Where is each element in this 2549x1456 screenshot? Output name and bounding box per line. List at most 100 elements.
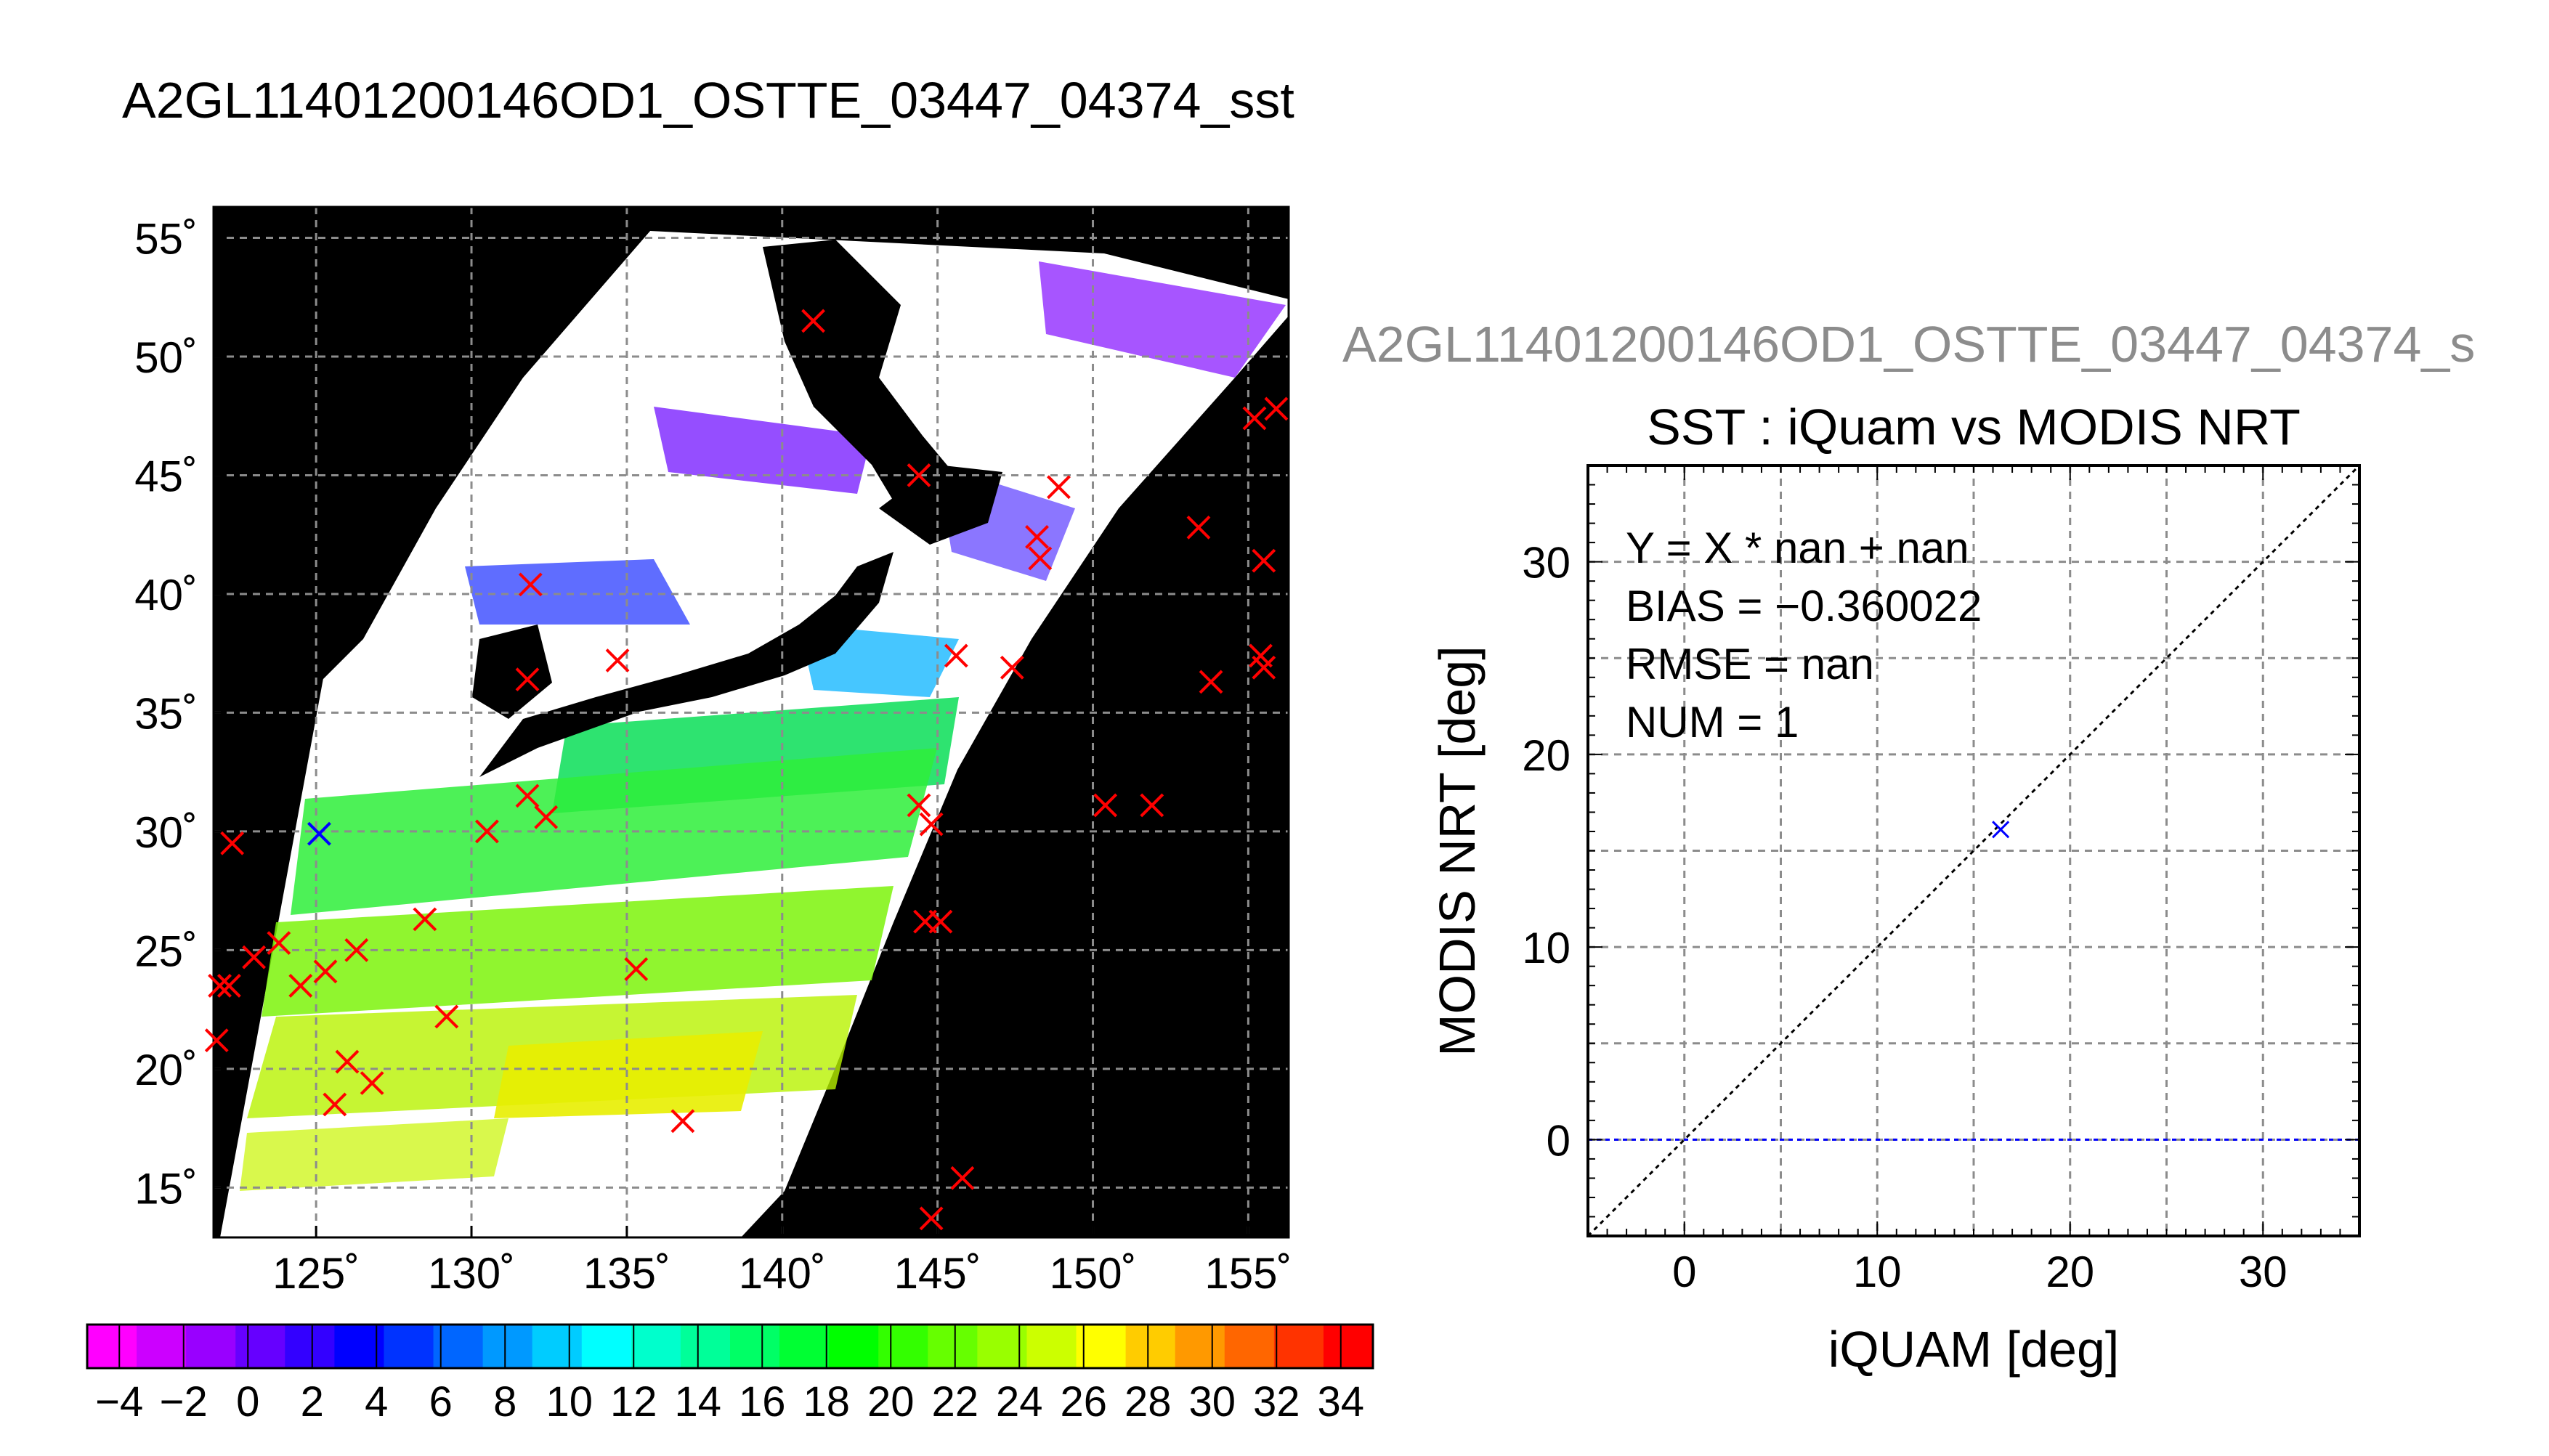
land-masses — [214, 207, 1002, 944]
colorbar-segment — [1175, 1325, 1225, 1368]
buoy-marker-stroke — [670, 1109, 695, 1134]
scatter-plot: 0 10 20 30 0 10 20 30 Y = X * nan + nan BIAS = … — [1522, 464, 2361, 1296]
sst-map: 125˚ 130˚ 135˚ 140˚ 145˚ 150˚ 155˚ 15˚ 20˚ 25˚ 30… — [134, 206, 1292, 1298]
colorbar-tick-label: 2 — [301, 1378, 324, 1426]
colorbar-segment — [1026, 1325, 1077, 1368]
buoy-marker-stroke — [1264, 396, 1289, 421]
colorbar-tick-label: 6 — [429, 1378, 453, 1426]
buoy-marker — [1242, 406, 1267, 431]
buoy-marker — [1199, 670, 1223, 694]
buoy-marker-stroke — [288, 974, 313, 998]
buoy-marker — [413, 907, 437, 932]
buoy-marker — [928, 909, 953, 934]
buoy-marker-stroke — [1028, 546, 1053, 571]
buoy-marker-stroke — [605, 648, 630, 672]
identity-line — [1588, 465, 2359, 1236]
buoy-marker-stroke — [220, 831, 245, 855]
scatter-x-tick-label: 30 — [2239, 1248, 2287, 1296]
colorbar-segment — [680, 1325, 731, 1368]
buoy-marker — [1252, 655, 1276, 680]
colorbar-tick-label: 18 — [803, 1378, 850, 1426]
sst-color-patches — [240, 261, 1286, 1191]
buoy-marker — [208, 974, 232, 998]
buoy-marker — [605, 648, 630, 672]
buoy-marker — [1000, 655, 1024, 680]
buoy-marker-stroke — [907, 793, 931, 818]
map-frame — [212, 206, 1290, 1239]
buoy-marker — [801, 309, 825, 333]
scatter-title: SST : iQuam vs MODIS NRT — [1647, 399, 2301, 455]
buoy-marker-stroke — [413, 907, 437, 932]
scatter-y-axis-label: MODIS NRT [deg] — [1429, 646, 1486, 1056]
buoy-marker — [434, 1004, 459, 1029]
lat-tick-label: 20˚ — [134, 1046, 198, 1094]
scatter-granule-header: A2GL11401200146OD1_OSTTE_03447_04374_s — [1342, 316, 2475, 373]
buoy-marker — [1025, 525, 1049, 549]
buoy-marker — [950, 1166, 975, 1190]
colorbar-segment — [631, 1325, 681, 1368]
buoy-marker — [313, 959, 338, 984]
colorbar-tick-label: 0 — [236, 1378, 259, 1426]
scatter-y-tick-labels: 0 10 20 30 — [1522, 539, 1571, 1166]
scatter-x-axis-label: iQUAM [deg] — [1828, 1321, 2120, 1378]
buoy-marker — [515, 784, 540, 808]
stats-annotation: RMSE = nan — [1626, 640, 1874, 688]
buoy-marker — [624, 957, 649, 981]
scatter-x-tick-label: 0 — [1672, 1248, 1696, 1296]
lon-tick-label: 145˚ — [894, 1249, 981, 1298]
colorbar-segment — [1125, 1325, 1176, 1368]
scatter-x-tick-label: 20 — [2046, 1248, 2094, 1296]
buoy-marker-stroke — [919, 812, 944, 837]
colorbar-tick-label: 22 — [931, 1378, 978, 1426]
colorbar-segment — [779, 1325, 830, 1368]
colorbar-segment — [532, 1325, 583, 1368]
buoy-marker-stroke — [434, 1004, 459, 1029]
buoy-marker-stroke — [944, 643, 968, 668]
buoy-marker-stroke — [624, 957, 649, 981]
buoy-marker-stroke — [204, 1028, 229, 1053]
buoy-markers — [204, 309, 1289, 1231]
colorbar-segment — [482, 1325, 533, 1368]
colorbar-frame — [86, 1323, 1374, 1370]
buoy-marker — [944, 643, 968, 668]
colorbar-tick-label: 16 — [739, 1378, 786, 1426]
colorbar-segment — [878, 1325, 928, 1368]
buoy-marker — [515, 667, 540, 692]
buoy-marker-stroke — [907, 463, 931, 487]
colorbar-segment — [730, 1325, 780, 1368]
stats-annotation: Y = X * nan + nan — [1626, 524, 1969, 572]
buoy-marker — [1093, 793, 1118, 818]
scatter-gridlines — [1588, 465, 2359, 1236]
buoy-marker — [1252, 548, 1276, 573]
buoy-marker-stroke — [313, 959, 338, 984]
buoy-marker-stroke — [1047, 475, 1071, 500]
buoy-marker-stroke — [928, 909, 953, 934]
colorbar-segment — [1323, 1325, 1374, 1368]
buoy-marker — [1028, 546, 1053, 571]
colorbar-tick-label: −4 — [95, 1378, 143, 1426]
buoy-marker — [267, 931, 291, 955]
colorbar-tick-label: 14 — [674, 1378, 721, 1426]
colorbar-segment — [1224, 1325, 1275, 1368]
buoy-marker — [323, 1092, 347, 1117]
scatter-point-stroke — [1992, 821, 2010, 839]
colorbar-tick-label: 32 — [1253, 1378, 1300, 1426]
lon-tick-label: 150˚ — [1049, 1249, 1136, 1298]
buoy-marker — [670, 1109, 695, 1134]
lon-tick-label: 125˚ — [272, 1249, 360, 1298]
lat-tick-label: 45˚ — [134, 452, 198, 500]
colorbar-segment — [1076, 1325, 1127, 1368]
buoy-marker-stroke — [950, 1166, 975, 1190]
scatter-x-tick-labels: 0 10 20 30 — [1672, 1248, 2287, 1296]
lon-tick-labels: 125˚ 130˚ 135˚ 140˚ 145˚ 150˚ 155˚ — [272, 1249, 1292, 1298]
buoy-marker-stroke — [335, 1049, 360, 1074]
buoy-marker — [1047, 475, 1071, 500]
buoy-marker — [1140, 793, 1164, 818]
buoy-marker-stroke — [1186, 515, 1211, 540]
colorbar-tick-label: 12 — [610, 1378, 657, 1426]
buoy-marker — [220, 831, 245, 855]
buoy-marker-stroke — [1140, 793, 1164, 818]
lat-tick-label: 35˚ — [134, 689, 198, 738]
